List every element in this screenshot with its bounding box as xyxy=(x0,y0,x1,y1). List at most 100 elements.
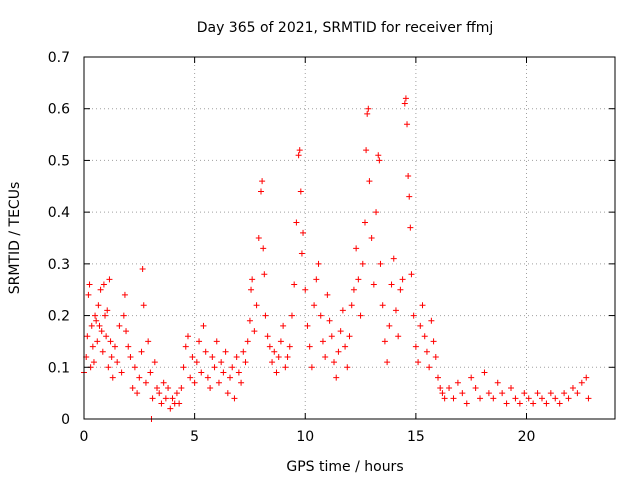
data-point xyxy=(454,379,461,386)
data-point xyxy=(187,374,194,381)
data-point xyxy=(151,359,158,366)
data-point xyxy=(435,374,441,381)
data-point xyxy=(198,369,205,376)
data-point xyxy=(308,364,315,371)
data-point xyxy=(90,359,97,366)
data-point xyxy=(104,307,111,314)
data-point xyxy=(426,364,433,371)
data-point xyxy=(240,348,247,355)
data-point xyxy=(218,359,225,366)
data-point xyxy=(99,348,106,355)
data-point xyxy=(103,333,110,340)
data-point xyxy=(173,390,180,397)
data-point xyxy=(441,395,448,402)
data-point xyxy=(97,286,104,293)
data-point xyxy=(437,384,444,391)
data-point xyxy=(138,348,145,355)
data-point xyxy=(220,369,227,376)
data-point xyxy=(269,359,276,366)
data-point xyxy=(408,271,415,278)
data-point xyxy=(430,338,437,345)
data-point xyxy=(280,322,287,329)
data-point xyxy=(407,224,414,231)
data-point xyxy=(98,328,105,335)
data-point xyxy=(313,276,320,283)
data-point xyxy=(353,245,360,252)
data-point xyxy=(583,374,590,381)
data-point xyxy=(116,322,123,329)
data-point xyxy=(92,312,99,319)
data-point xyxy=(293,219,300,226)
data-point xyxy=(355,276,362,283)
data-point xyxy=(363,147,370,154)
data-point xyxy=(167,405,174,412)
data-point xyxy=(213,338,220,345)
data-point xyxy=(196,338,203,345)
data-point xyxy=(339,307,346,314)
data-point xyxy=(337,328,344,335)
data-point xyxy=(176,400,183,407)
data-point xyxy=(361,219,368,226)
data-point xyxy=(423,348,430,355)
data-point xyxy=(428,317,435,324)
data-point xyxy=(375,152,382,159)
data-point xyxy=(260,245,267,252)
data-point xyxy=(516,400,523,407)
data-point xyxy=(202,348,209,355)
data-point xyxy=(215,379,222,386)
data-point xyxy=(295,152,302,159)
data-point xyxy=(525,395,532,402)
data-point xyxy=(315,260,322,267)
y-tick-label: 0.1 xyxy=(48,360,70,376)
data-point xyxy=(512,395,519,402)
data-point xyxy=(207,384,214,391)
data-point xyxy=(165,384,172,391)
data-point xyxy=(129,384,136,391)
data-point xyxy=(494,379,501,386)
data-point xyxy=(224,390,231,397)
data-point xyxy=(193,359,200,366)
data-point xyxy=(328,333,335,340)
data-point xyxy=(231,395,238,402)
data-point xyxy=(255,235,262,241)
data-point xyxy=(123,328,130,335)
data-point xyxy=(191,379,198,386)
data-point xyxy=(392,307,399,314)
data-point xyxy=(84,333,91,340)
data-point xyxy=(142,379,149,386)
data-point xyxy=(333,374,340,381)
data-point xyxy=(233,353,240,360)
data-point xyxy=(401,100,408,107)
data-point xyxy=(162,395,169,402)
data-point xyxy=(88,322,95,329)
data-point xyxy=(227,374,234,381)
y-tick-label: 0.3 xyxy=(48,257,70,273)
data-point xyxy=(419,302,426,309)
plot-frame xyxy=(83,56,616,420)
x-tick-label: 15 xyxy=(407,429,425,445)
data-point xyxy=(302,286,309,293)
data-point xyxy=(282,364,289,371)
data-point xyxy=(481,369,488,376)
data-point xyxy=(450,395,457,402)
data-point xyxy=(107,338,114,345)
data-point xyxy=(127,353,134,360)
data-point xyxy=(412,343,419,350)
data-point xyxy=(578,379,585,386)
data-point xyxy=(357,312,364,319)
data-points xyxy=(81,95,592,422)
data-point xyxy=(503,400,510,407)
data-point xyxy=(326,317,333,324)
data-point xyxy=(397,286,404,293)
data-point xyxy=(86,281,93,288)
x-tick-label: 5 xyxy=(190,429,199,445)
data-point xyxy=(370,281,377,288)
data-point xyxy=(105,364,112,371)
data-point xyxy=(368,235,375,241)
data-point xyxy=(538,395,545,402)
data-point xyxy=(222,348,229,355)
data-point xyxy=(406,193,413,200)
data-point xyxy=(547,390,554,397)
data-point xyxy=(386,322,393,329)
data-point xyxy=(125,343,132,350)
